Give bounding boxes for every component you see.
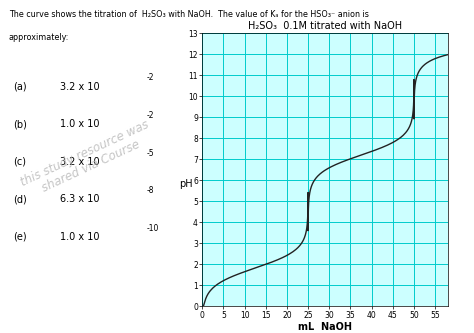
Title: H₂SO₃  0.1M titrated with NaOH: H₂SO₃ 0.1M titrated with NaOH <box>248 21 402 31</box>
Text: (a): (a) <box>13 82 26 92</box>
Text: approximately:: approximately: <box>9 33 69 42</box>
Text: 3.2 x 10: 3.2 x 10 <box>60 82 100 92</box>
Text: -5: -5 <box>147 149 155 158</box>
Text: (d): (d) <box>13 194 27 204</box>
Text: (b): (b) <box>13 119 27 129</box>
Text: 3.2 x 10: 3.2 x 10 <box>60 157 100 167</box>
Text: -10: -10 <box>147 224 159 233</box>
Text: (e): (e) <box>13 232 26 242</box>
Text: this study resource was
shared via Course: this study resource was shared via Cours… <box>18 118 157 202</box>
X-axis label: mL  NaOH: mL NaOH <box>298 322 352 332</box>
Text: -8: -8 <box>147 186 155 195</box>
Text: (c): (c) <box>13 157 26 167</box>
Text: The curve shows the titration of  H₂SO₃ with NaOH.  The value of Kₐ for the HSO₃: The curve shows the titration of H₂SO₃ w… <box>9 10 369 19</box>
Text: -2: -2 <box>147 74 155 83</box>
Text: 6.3 x 10: 6.3 x 10 <box>60 194 100 204</box>
Text: 1.0 x 10: 1.0 x 10 <box>60 119 100 129</box>
Text: -2: -2 <box>147 111 155 120</box>
Text: 1.0 x 10: 1.0 x 10 <box>60 232 100 242</box>
Text: pH: pH <box>179 179 192 189</box>
